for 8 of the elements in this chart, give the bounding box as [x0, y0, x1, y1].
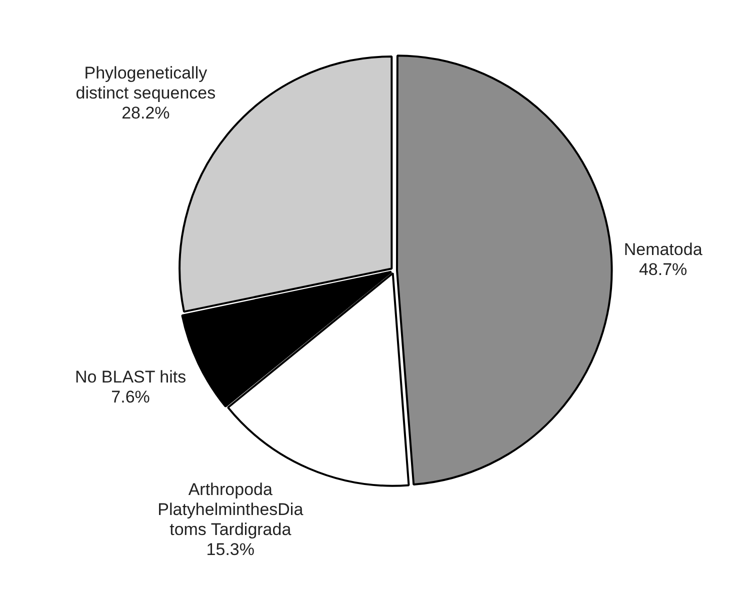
slice-label: Phylogenetically distinct sequences	[76, 64, 216, 103]
data-label: 15.3%	[206, 540, 254, 559]
slice-label: Nematoda	[624, 240, 703, 259]
data-label: 28.2%	[122, 104, 170, 123]
slice-label: No BLAST hits	[74, 367, 186, 386]
data-label: 48.7%	[638, 260, 688, 279]
data-label: 7.6%	[111, 387, 150, 406]
slice-label: Arthropoda PlatyhelminthesDia toms Tardigrada	[158, 480, 304, 539]
